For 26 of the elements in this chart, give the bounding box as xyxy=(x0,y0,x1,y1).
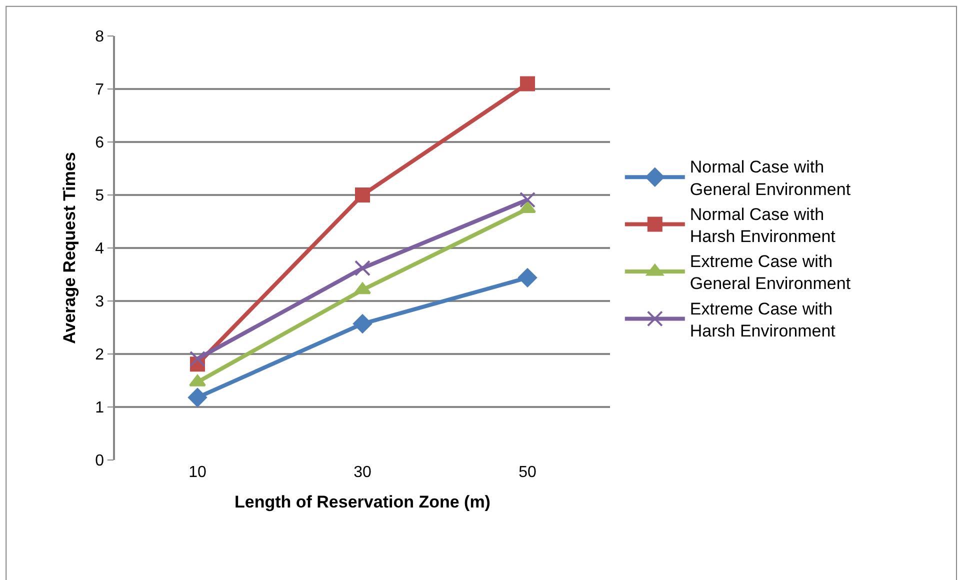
y-tick-label: 1 xyxy=(95,400,104,417)
y-tick-label: 5 xyxy=(95,188,104,205)
legend-label: Normal Case with Harsh Environment xyxy=(690,204,836,246)
legend-label: Normal Case with General Environment xyxy=(690,158,851,199)
y-tick-label: 3 xyxy=(95,294,104,311)
y-tick-label: 2 xyxy=(95,346,104,364)
x-tick-label: 10 xyxy=(188,464,206,481)
legend-label: Extreme Case with General Environment xyxy=(690,252,851,294)
y-tick-label: 7 xyxy=(95,82,104,99)
point xyxy=(354,260,370,276)
point xyxy=(355,188,370,202)
point xyxy=(190,350,206,367)
x-tick-label: 30 xyxy=(354,464,372,481)
y-tick-label: 6 xyxy=(95,134,104,152)
x-axis-title: Length of Reservation Zone (m) xyxy=(234,492,490,512)
y-tick-label: 0 xyxy=(95,452,104,470)
point xyxy=(353,314,372,334)
x-tick-label: 50 xyxy=(518,464,536,481)
point xyxy=(520,76,535,92)
y-tick-label: 8 xyxy=(95,28,104,46)
y-axis-title: Average Request Times xyxy=(60,152,80,344)
y-tick-label: 4 xyxy=(95,240,104,258)
point xyxy=(188,388,207,407)
point xyxy=(520,192,536,208)
legend-label: Extreme Case with Harsh Environment xyxy=(690,299,836,340)
point xyxy=(518,268,537,288)
